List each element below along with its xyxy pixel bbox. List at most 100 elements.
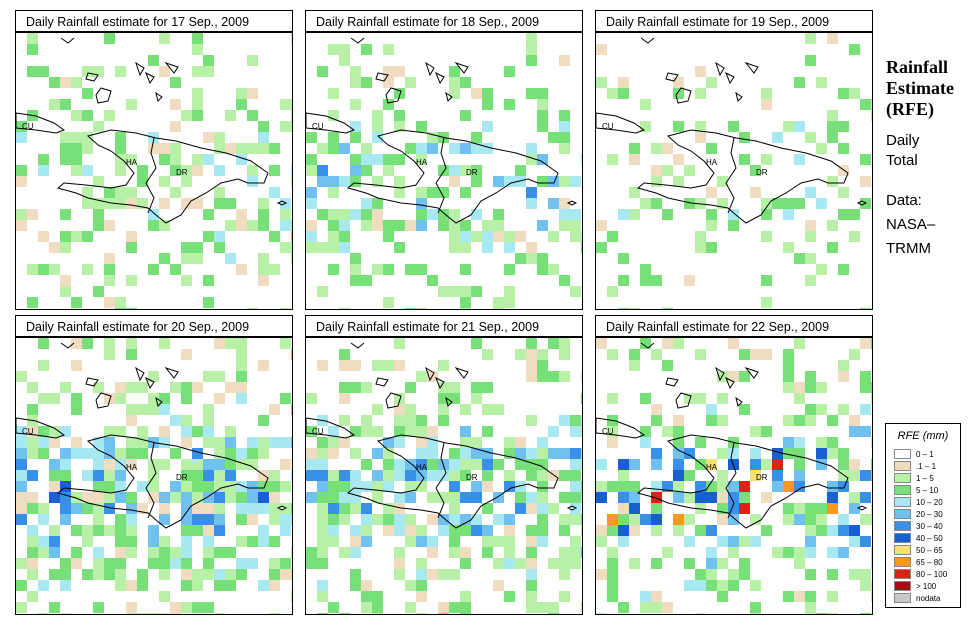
rain-cell [838,143,849,154]
rain-cell [203,426,214,437]
rain-cell [82,503,93,514]
rain-cell [16,371,27,382]
rain-cell [838,88,849,99]
legend-item: .1 – 1 [886,460,960,472]
rain-cell [104,264,115,275]
rain-cell [783,503,794,514]
rain-cell [60,426,71,437]
rain-cell [526,547,537,558]
rain-cell [192,448,203,459]
rain-cell [203,481,214,492]
rain-cell [739,503,750,514]
rainfall-map: CU HA DR [595,32,873,310]
rain-cell [405,470,416,481]
rain-cell [181,525,192,536]
rain-cell [629,492,640,503]
rain-cell [137,569,148,580]
rain-cell [383,66,394,77]
rain-cell [772,198,783,209]
data-source-label: Data: NASA– TRMM [886,189,935,261]
rain-cell [717,176,728,187]
rain-cell [581,547,582,558]
rain-cell [247,481,258,492]
rain-cell [706,404,717,415]
rain-cell [405,536,416,547]
rain-cell [460,187,471,198]
rain-cell [317,286,328,297]
rain-cell [203,55,214,66]
rain-cell [548,338,559,349]
rain-cell [493,404,504,415]
rain-cell [328,481,339,492]
rain-cell [269,264,280,275]
rain-cell [405,404,416,415]
rain-cell [449,569,460,580]
rain-cell [27,33,38,44]
rain-cell [783,514,794,525]
rain-cell [236,503,247,514]
rain-cell [607,437,618,448]
rain-cell [493,536,504,547]
rain-cell [783,448,794,459]
rain-cell [339,503,350,514]
rain-cell [361,382,372,393]
rain-cell [159,613,170,614]
rain-cell [225,143,236,154]
rain-cell [148,143,159,154]
rain-cell [350,536,361,547]
rain-cell [581,514,582,525]
rain-cell [394,525,405,536]
rain-cell [104,481,115,492]
rain-cell [581,415,582,426]
rain-cell [427,275,438,286]
rain-cell [640,602,651,613]
rain-cell [581,448,582,459]
rain-cell [772,547,783,558]
rain-cell [38,514,49,525]
rain-cell [673,525,684,536]
rain-cell [607,514,618,525]
rain-cell [596,536,607,547]
rain-cell [640,514,651,525]
rain-cell [695,459,706,470]
rain-cell [16,492,27,503]
rain-cell [93,514,104,525]
rain-cell [607,88,618,99]
rain-cell [236,382,247,393]
rain-cell [60,77,71,88]
rain-cell [750,613,761,614]
rain-cell [739,132,750,143]
rain-cell [783,121,794,132]
rain-cell [148,470,159,481]
rain-cell [816,459,827,470]
rain-cell [493,580,504,591]
rain-cell [570,492,581,503]
rain-cell [192,110,203,121]
rain-cell [361,77,372,88]
rain-cell [214,371,225,382]
rain-cell [537,154,548,165]
rain-cell [203,558,214,569]
rain-cell [794,154,805,165]
rain-cell [236,209,247,220]
data-line: Data: [886,192,922,209]
rain-cell [838,448,849,459]
rain-cell [416,569,427,580]
rain-cell [236,99,247,110]
rain-cell [482,404,493,415]
rain-cell [695,481,706,492]
rain-cell [306,492,317,503]
rain-cell [548,132,559,143]
rain-cell [93,382,104,393]
rain-cell [126,448,137,459]
rain-cell [816,77,827,88]
legend-label: 0 – 1 [916,449,934,459]
rain-cell [783,415,794,426]
rain-cell [607,393,618,404]
rain-cell [526,88,537,99]
rain-cell [581,459,582,470]
rain-cell [236,154,247,165]
rain-cell [537,437,548,448]
rain-cell [405,514,416,525]
rain-cell [214,613,225,614]
